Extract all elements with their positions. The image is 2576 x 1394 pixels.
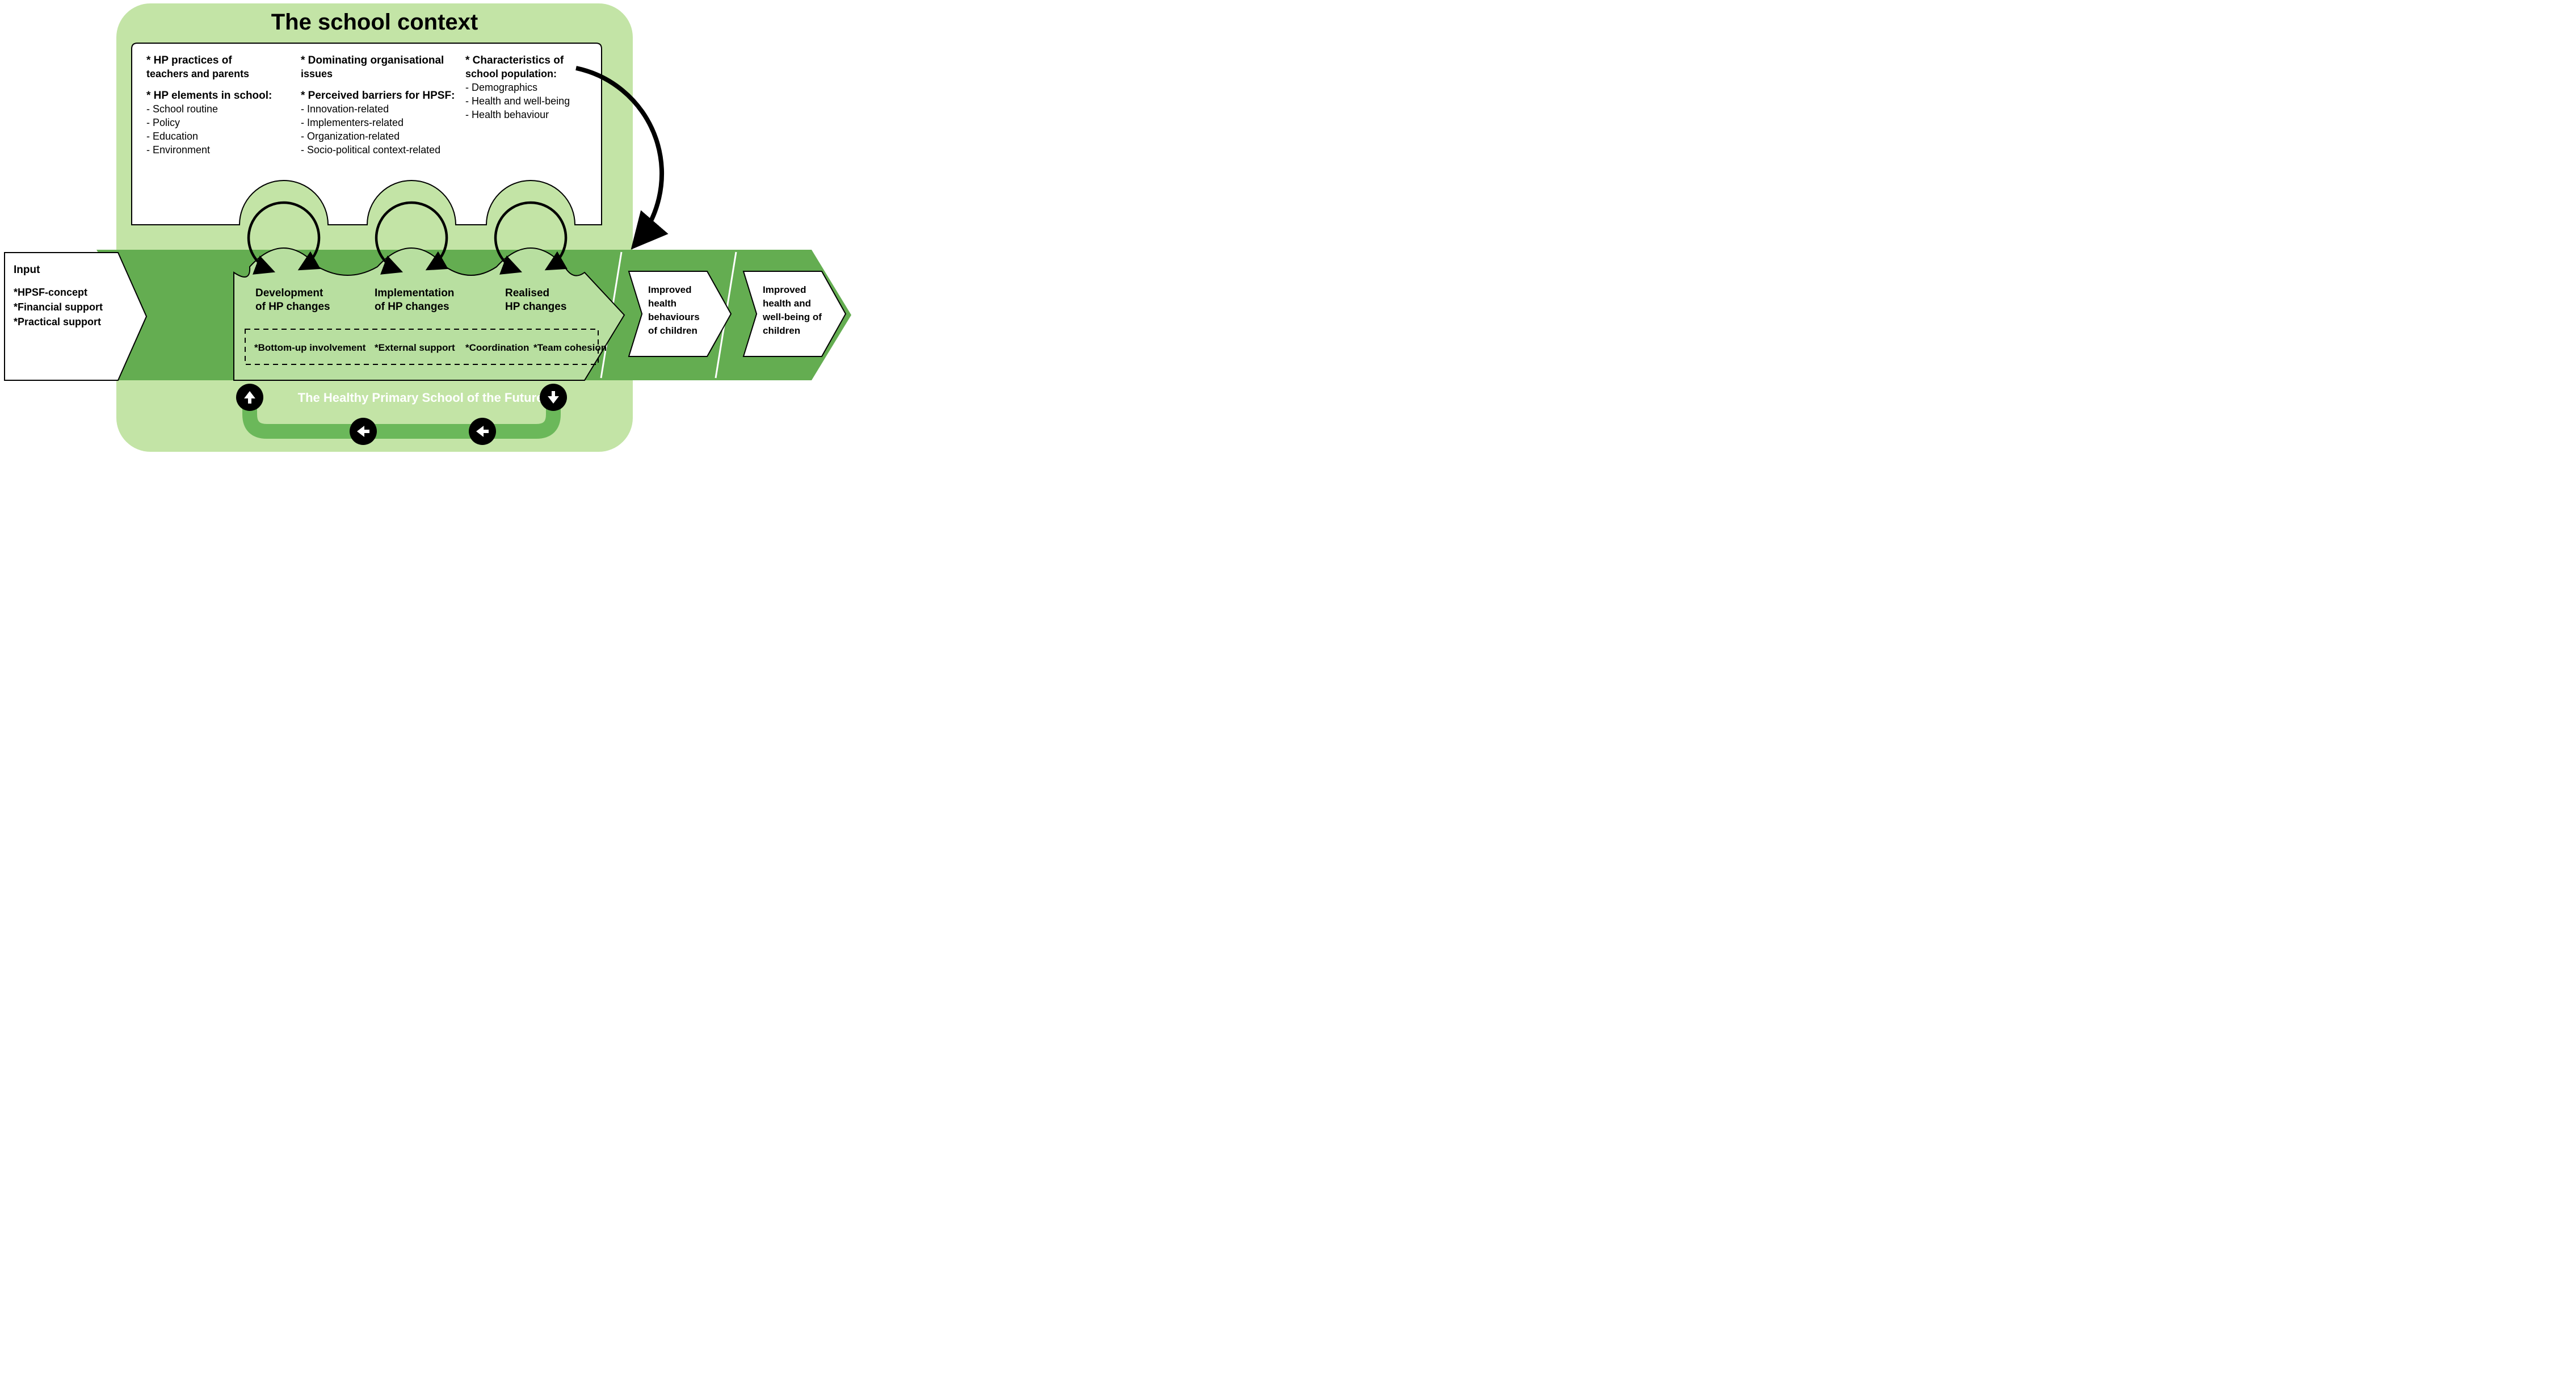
input-title: Input xyxy=(14,264,40,276)
stage-label: Development xyxy=(255,287,323,299)
outcome-line: children xyxy=(763,325,800,336)
context-line: - Health behaviour xyxy=(465,109,549,120)
context-line: - School routine xyxy=(146,103,218,115)
outcome-line: Improved xyxy=(648,284,692,295)
context-line: - Education xyxy=(146,131,198,142)
outcome-line: well-being of xyxy=(762,312,822,322)
context-line: issues xyxy=(301,68,333,79)
outcome-line: Improved xyxy=(763,284,806,295)
condition-item: *Coordination xyxy=(465,342,529,353)
context-heading: * HP practices of xyxy=(146,54,232,66)
condition-item: *Bottom-up involvement xyxy=(254,342,366,353)
context-line: teachers and parents xyxy=(146,68,249,79)
outcome-line: health xyxy=(648,298,676,309)
context-line: - Demographics xyxy=(465,82,537,93)
stage-label: HP changes xyxy=(505,301,566,313)
outcome-line: behaviours xyxy=(648,312,700,322)
input-item: *HPSF-concept xyxy=(14,287,87,298)
outcome-line: of children xyxy=(648,325,697,336)
stage-label: Realised xyxy=(505,287,549,299)
context-line: school population: xyxy=(465,68,557,79)
condition-item: *Team cohesion xyxy=(533,342,607,353)
context-line: - Policy xyxy=(146,117,180,128)
context-line: - Implementers-related xyxy=(301,117,404,128)
context-line: - Organization-related xyxy=(301,131,400,142)
diagram-title: The school context xyxy=(271,10,478,35)
input-item: *Financial support xyxy=(14,301,103,313)
context-heading: * HP elements in school: xyxy=(146,90,272,102)
stage-label: of HP changes xyxy=(375,301,449,313)
context-heading: * Perceived barriers for HPSF: xyxy=(301,90,455,102)
input-item: *Practical support xyxy=(14,316,101,327)
stage-label: of HP changes xyxy=(255,301,330,313)
context-line: - Health and well-being xyxy=(465,95,570,107)
context-line: - Environment xyxy=(146,144,210,156)
hpsf-label: The Healthy Primary School of the Future xyxy=(298,391,544,405)
context-line: - Innovation-related xyxy=(301,103,389,115)
stage-label: Implementation xyxy=(375,287,454,299)
context-heading: * Characteristics of xyxy=(465,54,564,66)
context-heading: * Dominating organisational xyxy=(301,54,444,66)
context-line: - Socio-political context-related xyxy=(301,144,440,156)
condition-item: *External support xyxy=(375,342,455,353)
outcome-line: health and xyxy=(763,298,811,309)
